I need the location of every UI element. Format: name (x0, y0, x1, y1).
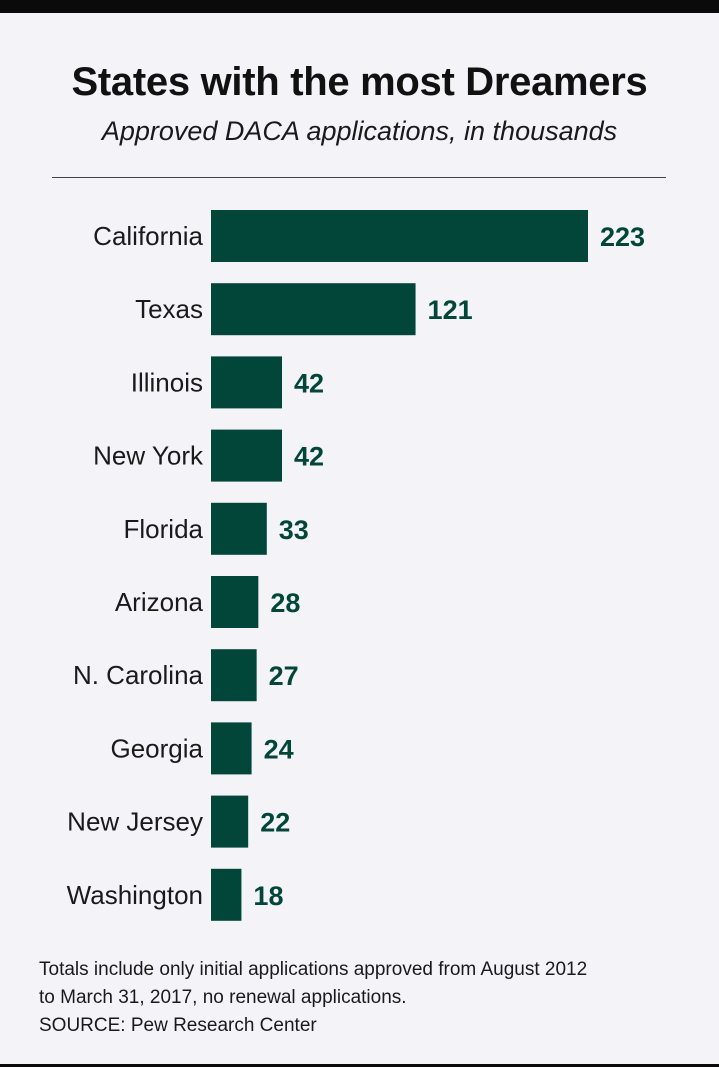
value-label-washington: 18 (253, 881, 283, 911)
category-label-florida: Florida (124, 514, 204, 544)
value-label-california: 223 (600, 222, 645, 252)
value-label-new-jersey: 22 (260, 808, 290, 838)
bar-georgia (211, 722, 252, 775)
footnote: Totals include only initial applications… (39, 956, 699, 1040)
category-label-new-york: New York (93, 441, 204, 471)
bar-arizona (211, 576, 259, 628)
title-divider (52, 177, 666, 178)
category-label-illinois: Illinois (131, 367, 203, 397)
source-line: SOURCE: Pew Research Center (39, 1015, 317, 1036)
value-label-new-york: 42 (294, 442, 324, 472)
category-label-california: California (93, 221, 203, 251)
value-label-n-carolina: 27 (269, 661, 299, 691)
value-label-arizona: 28 (270, 588, 300, 618)
value-label-florida: 33 (279, 515, 309, 545)
value-label-georgia: 24 (264, 734, 294, 764)
bar-n-carolina (211, 649, 257, 702)
value-label-texas: 121 (428, 295, 473, 325)
bar-washington (211, 868, 242, 921)
category-label-new-jersey: New Jersey (67, 807, 203, 837)
bar-new-jersey (211, 795, 249, 848)
bar-florida (211, 502, 267, 555)
footnote-line-1: Totals include only initial applications… (39, 959, 588, 980)
chart-title: States with the most Dreamers (71, 60, 648, 104)
category-label-washington: Washington (67, 880, 203, 910)
category-label-texas: Texas (135, 294, 203, 324)
value-label-illinois: 42 (294, 368, 324, 398)
bar-texas (211, 283, 416, 336)
bar-new-york (211, 429, 283, 482)
category-label-arizona: Arizona (115, 587, 204, 617)
chart-subtitle: Approved DACA applications, in thousands (101, 116, 618, 146)
footnote-line-2: to March 31, 2017, no renewal applicatio… (39, 987, 407, 1008)
category-label-n-carolina: N. Carolina (73, 660, 204, 690)
bar-illinois (211, 356, 283, 409)
category-label-georgia: Georgia (111, 733, 204, 763)
bar-california (211, 210, 588, 262)
